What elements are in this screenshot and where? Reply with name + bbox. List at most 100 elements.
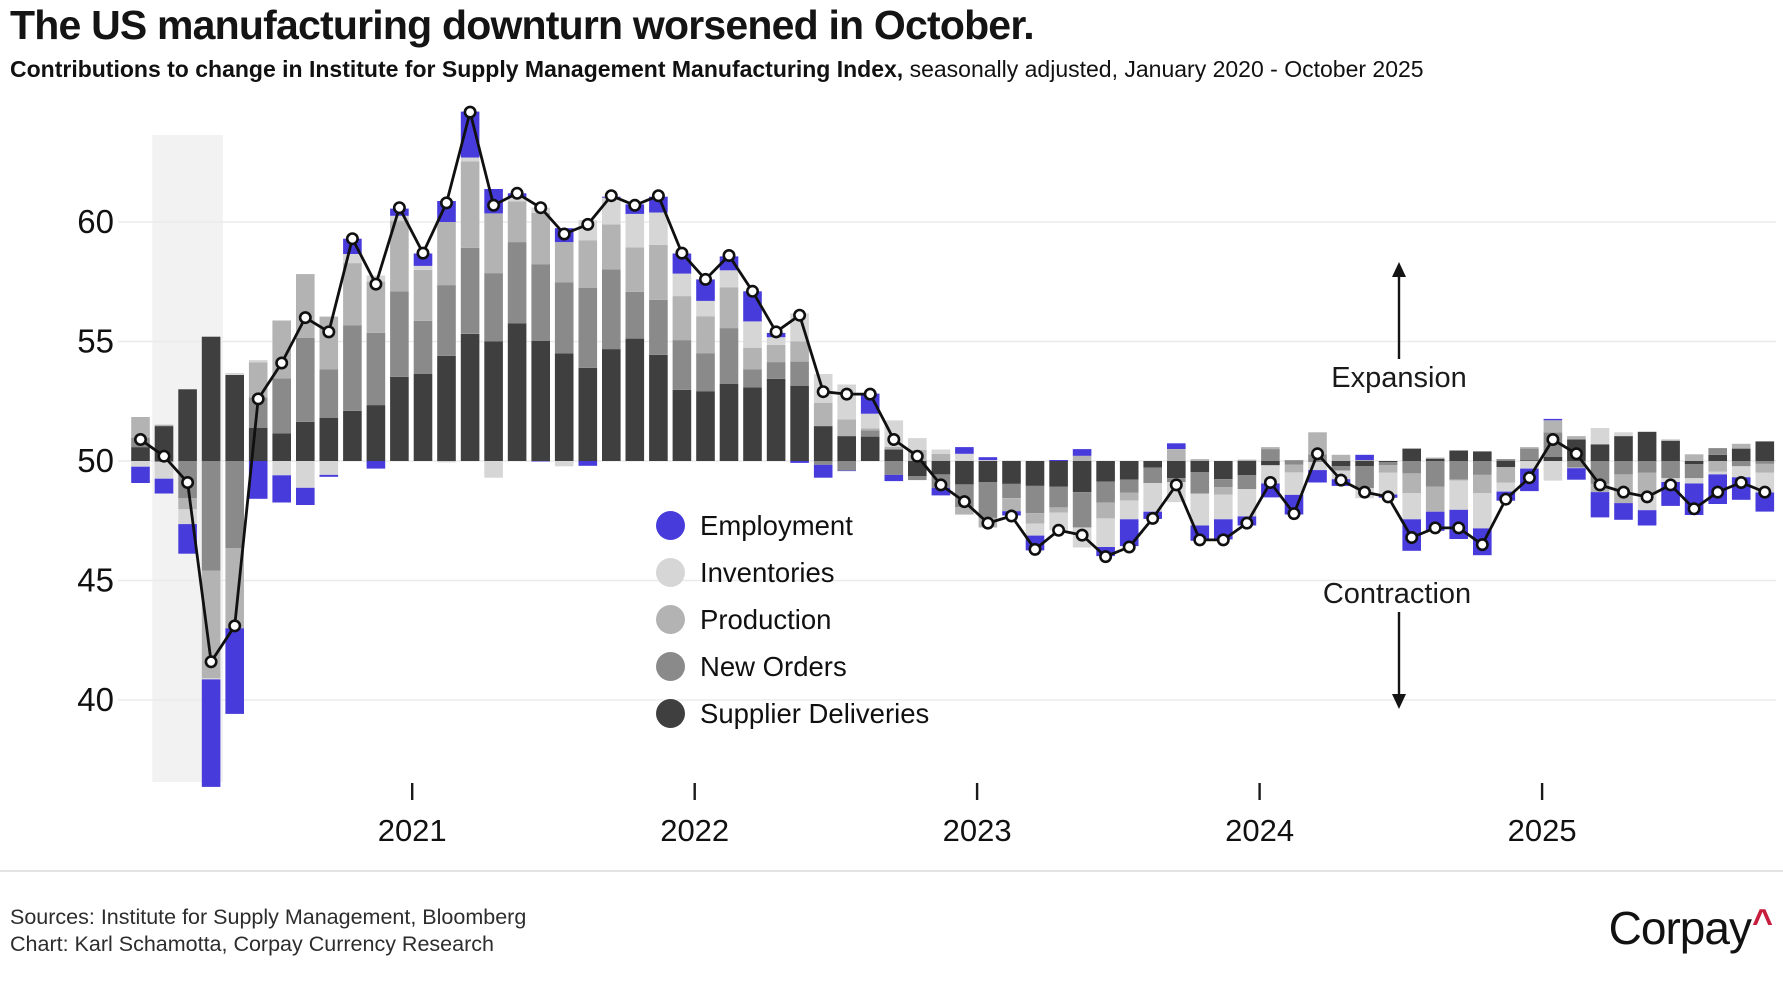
bar-segment [296, 461, 315, 488]
bar-segment [366, 281, 386, 333]
bar-segment [248, 461, 268, 499]
bar-segment [790, 361, 809, 386]
bar-segment [602, 224, 621, 270]
bar-segment [766, 362, 786, 379]
bar-segment [460, 247, 480, 334]
bar-segment [1567, 461, 1586, 468]
bar-segment [1237, 489, 1257, 517]
pmi-marker [1052, 523, 1066, 537]
y-tick-label-60: 60 [77, 203, 114, 240]
bar-segment [1402, 493, 1421, 520]
bar-segment [1708, 448, 1727, 455]
bar-segment [931, 487, 951, 496]
bar-segment [1637, 510, 1657, 526]
pmi-marker [793, 308, 807, 322]
pmi-marker [675, 246, 689, 260]
bar-segment [1072, 461, 1092, 493]
bar-segment [437, 355, 456, 461]
bar-segment [1520, 460, 1539, 461]
bar-segment [366, 461, 386, 469]
bar-segment [1567, 467, 1586, 469]
bar-segment [1284, 464, 1304, 473]
pmi-marker [581, 217, 595, 231]
pmi-marker [157, 449, 171, 463]
legend-swatch-icon [656, 511, 685, 540]
pmi-marker [181, 475, 195, 489]
bar-segment [578, 461, 598, 466]
bar-segment [1119, 479, 1139, 493]
bar-segment [790, 461, 809, 463]
bar-segment [978, 482, 998, 518]
pmi-marker [1546, 432, 1560, 446]
bar-segment [201, 336, 221, 461]
bar-segment [813, 426, 833, 461]
bar-segment [1261, 447, 1280, 449]
bar-segment [1096, 481, 1115, 503]
bar-segment [1072, 455, 1092, 461]
bar-segment [1190, 472, 1210, 494]
bar-segment [201, 679, 221, 787]
corpay-logo-text: Corpay [1608, 902, 1752, 954]
bar-segment [390, 291, 409, 377]
legend-label: Inventories [700, 556, 835, 588]
bar-segment [178, 389, 197, 461]
pmi-marker [957, 495, 971, 509]
bar-segment [554, 282, 574, 354]
bar-segment [131, 447, 150, 461]
pmi-marker [1475, 538, 1489, 552]
bar-segment [1378, 465, 1398, 473]
bar-segment [131, 461, 150, 467]
pmi-marker [769, 325, 783, 339]
bar-segment [1049, 486, 1068, 508]
bar-segment [672, 296, 692, 341]
bar-segment [860, 436, 880, 461]
x-tick-label-2022: 2022 [660, 813, 729, 848]
bar-segment [1708, 471, 1727, 475]
bar-segment [1449, 479, 1468, 481]
pmi-line [139, 110, 1766, 664]
bar-segment [1590, 492, 1610, 518]
pmi-marker [369, 277, 383, 291]
x-tick-label-2024: 2024 [1225, 813, 1294, 848]
bar-segment [1449, 450, 1468, 461]
bar-segment [319, 369, 339, 418]
bar-segment [743, 369, 762, 388]
bar-segment [1661, 440, 1680, 461]
pmi-marker [251, 392, 265, 406]
bar-segment [790, 386, 809, 461]
bar-segment [860, 413, 880, 429]
pmi-marker [628, 198, 642, 212]
legend-item-employment: Employment [656, 502, 929, 549]
pmi-marker [1499, 492, 1513, 506]
bar-segment [1002, 483, 1021, 499]
bar-segment [1308, 470, 1327, 483]
expansion-arrow-icon [1390, 262, 1408, 365]
bar-segment [955, 461, 974, 485]
bar-segment [531, 461, 550, 462]
bar-segment [837, 436, 856, 461]
bar-segment [201, 461, 221, 571]
pmi-marker [1028, 542, 1042, 556]
bar-segment [1167, 461, 1186, 479]
bar-segment [1637, 431, 1657, 461]
bar-segment [1096, 518, 1115, 548]
bar-segment [1002, 498, 1021, 512]
bar-segment [1637, 461, 1657, 473]
bar-segment [1308, 461, 1327, 471]
bar-segment [1755, 492, 1775, 512]
bar-segment [672, 273, 692, 297]
bar-segment [1331, 454, 1351, 461]
bar-segment [649, 212, 668, 245]
bar-segment [1614, 503, 1633, 520]
pmi-marker [298, 311, 312, 325]
pmi-marker [698, 272, 712, 286]
pmi-marker [1004, 509, 1018, 523]
bar-segment [1284, 461, 1304, 465]
bar-segment [1214, 461, 1233, 480]
bar-segment [1190, 493, 1210, 526]
bar-segment [319, 474, 339, 477]
bar-segment [602, 197, 621, 225]
bar-segment [1190, 461, 1210, 472]
